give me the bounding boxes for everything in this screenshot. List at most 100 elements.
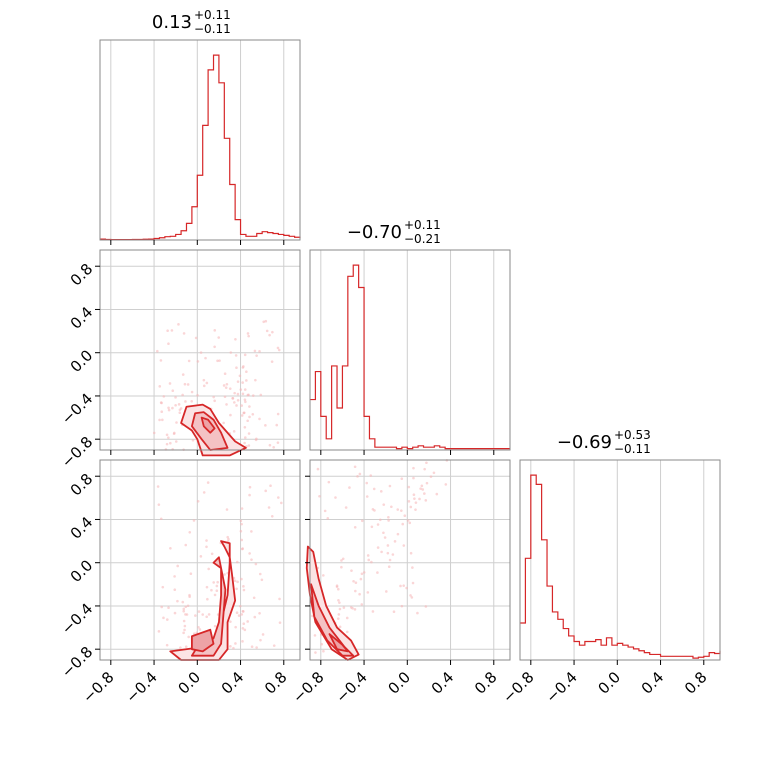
scatter-p1_p0-point (213, 399, 216, 403)
panel-hist-1 (309, 249, 511, 455)
scatter-p2_p1-point (380, 550, 383, 554)
scatter-p2_p0-point (223, 573, 226, 576)
scatter-p2_p1-point (356, 475, 359, 478)
scatter-p2_p0-point (240, 577, 243, 581)
scatter-p1_p0-point (277, 348, 281, 352)
scatter-p2_p0-point (207, 613, 211, 616)
scatter-p2_p0-point (255, 646, 258, 649)
scatter-p2_p1-point (335, 584, 339, 588)
scatter-p2_p0-point (184, 605, 188, 609)
scatter-p1_p0-point (177, 323, 180, 326)
scatter-p1_p0-point (225, 382, 229, 386)
scatter-p1_p0-point (194, 336, 198, 340)
scatter-p2_p0-point (267, 506, 271, 509)
scatter-p1_p0-point (179, 407, 183, 410)
scatter-p2_p0-point (252, 596, 256, 600)
scatter-p2_p0-point (240, 538, 244, 542)
scatter-p2_p1-point (382, 503, 386, 506)
scatter-p2_p0-point (179, 646, 182, 649)
scatter-p2_p0-point (248, 493, 251, 497)
hist-0-step-line (100, 54, 301, 241)
scatter-p2_p0-point (225, 508, 229, 511)
scatter-p2_p0-point (233, 579, 237, 583)
scatter-p1_p0-point (268, 443, 272, 447)
scatter-p2_p1-point (412, 476, 415, 480)
scatter-p2_p1-point (350, 569, 353, 572)
scatter-p1_p0-point (276, 412, 280, 416)
scatter-p2_p1-point (358, 592, 361, 596)
scatter-p1_p0-point (243, 425, 247, 429)
title-plus-2: +0.53 (614, 428, 651, 442)
scatter-p2_p0-point (184, 543, 188, 547)
scatter-p2_p0-point (226, 535, 230, 539)
scatter-p1_p0-point (238, 374, 242, 378)
scatter-p2_p0-point (176, 599, 179, 603)
scatter-p1_p0-point (271, 330, 274, 334)
scatter-p2_p1-point (435, 492, 439, 496)
scatter-p1_p0-point (245, 379, 248, 382)
scatter-p2_p1-point (379, 490, 383, 493)
scatter-p2_p0-point (272, 644, 276, 647)
scatter-p2_p0-point (183, 624, 187, 628)
scatter-p1_p0-point (246, 332, 250, 335)
scatter-p2_p0-point (234, 625, 237, 629)
scatter-p2_p0-point (184, 613, 187, 616)
scatter-p2_p1-point (425, 461, 428, 465)
xtick-label-2-2: 0.0 (595, 668, 625, 698)
scatter-p2_p1-point (411, 581, 415, 585)
scatter-p2_p0-point (242, 610, 245, 613)
scatter-p1_p0-point (190, 390, 194, 394)
scatter-p2_p1-point (371, 507, 375, 511)
scatter-p2_p1-point (385, 590, 388, 593)
scatter-p2_p0-point (206, 597, 209, 601)
scatter-p2_p1-point (409, 551, 413, 555)
scatter-p1_p0-point (204, 356, 207, 360)
scatter-p1_p0-point (233, 401, 236, 404)
scatter-p2_p1-point (337, 587, 340, 591)
scatter-p2_p1-point (314, 651, 317, 654)
ytick-label-1-0: −0.8 (58, 433, 96, 471)
hist-0-frame (99, 39, 301, 241)
scatter-p2_p1-point (365, 495, 369, 498)
scatter-p2_p1-point (341, 557, 345, 561)
scatter-p1_p0-point (241, 381, 244, 384)
ytick-label-2-4: 0.8 (67, 470, 97, 500)
scatter-p2_p0-point (192, 519, 196, 522)
scatter-p1_p0-point (243, 436, 247, 439)
scatter-p1_p0-point (243, 388, 247, 391)
scatter-p2_p1-point (406, 519, 410, 522)
scatter-p2_p0-frame (99, 459, 301, 661)
scatter-p1_p0-point (175, 421, 178, 424)
scatter-p1_p0-point (222, 384, 226, 387)
scatter-p1_p0-point (166, 329, 169, 333)
scatter-p1_p0-point (183, 382, 187, 386)
scatter-p2_p1-point (423, 492, 426, 495)
scatter-p2_p0-point (240, 507, 244, 510)
scatter-p1_p0-point (248, 405, 251, 408)
scatter-p1_p0-point (160, 401, 163, 405)
scatter-p1_p0-point (262, 320, 265, 324)
scatter-p1_p0-point (217, 336, 221, 339)
scatter-p2_p1-point (316, 467, 320, 471)
scatter-p2_p1-point (425, 481, 429, 485)
scatter-p1_p0-point (174, 396, 177, 399)
scatter-p2_p0-point (189, 572, 193, 575)
xtick-label-0-1: −0.4 (122, 668, 160, 706)
scatter-p1_p0-point (235, 404, 238, 407)
scatter-p2_p0-point (173, 575, 176, 578)
scatter-p2_p1-point (338, 601, 341, 604)
scatter-p2_p0-point (156, 485, 160, 488)
scatter-p2_p0-point (182, 631, 185, 635)
scatter-p2_p0-point (197, 610, 201, 613)
scatter-p2_p1-point (338, 607, 342, 611)
scatter-p2_p1-point (360, 519, 364, 523)
scatter-p2_p0-point (205, 615, 208, 619)
scatter-p2_p1-point (402, 584, 405, 587)
xtick-label-1-0: −0.8 (289, 668, 327, 706)
scatter-p1_p0-point (167, 342, 170, 346)
scatter-p1_p0-point (224, 386, 228, 389)
scatter-p2_p1-point (414, 508, 417, 511)
scatter-p1_p0-point (275, 423, 279, 427)
scatter-p1_p0-point (254, 378, 257, 382)
scatter-p2_p1-point (382, 531, 385, 535)
